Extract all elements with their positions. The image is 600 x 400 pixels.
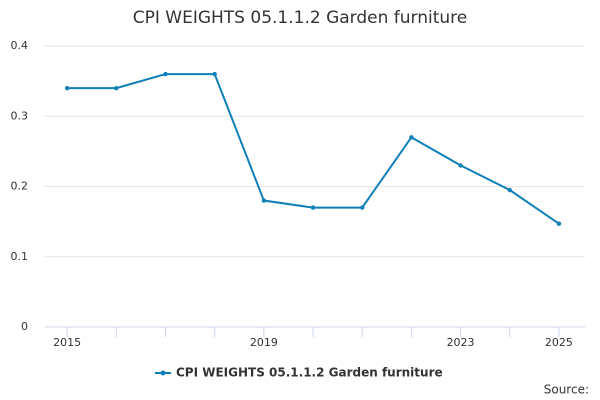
- chart-title: CPI WEIGHTS 05.1.1.2 Garden furniture: [133, 8, 468, 28]
- point: [114, 85, 119, 91]
- y-tick-label: 0.3: [11, 109, 29, 122]
- y-tick-label: 0.2: [11, 180, 29, 193]
- point: [409, 135, 414, 140]
- point: [556, 221, 562, 226]
- point: [163, 71, 168, 77]
- source: Source:: [544, 383, 589, 397]
- point: [212, 71, 217, 77]
- y-tick-label: 0.4: [11, 39, 29, 52]
- line: [67, 73, 560, 225]
- x-tick-label: 2019: [250, 336, 278, 349]
- point: [261, 198, 267, 203]
- x-tick-label: 2023: [447, 336, 475, 349]
- point: [458, 163, 463, 168]
- point: [507, 187, 512, 193]
- legend-marker: [160, 370, 166, 376]
- point: [310, 205, 316, 210]
- y-tick-label: 0.1: [11, 250, 29, 263]
- point: [64, 85, 70, 91]
- point: [360, 205, 365, 210]
- x-tick-label: 2025: [545, 336, 573, 349]
- legend-label: CPI WEIGHTS 05.1.1.2 Garden furniture: [176, 366, 443, 380]
- x-tick-label: 2015: [53, 336, 81, 349]
- y-tick-label: 0: [21, 320, 28, 333]
